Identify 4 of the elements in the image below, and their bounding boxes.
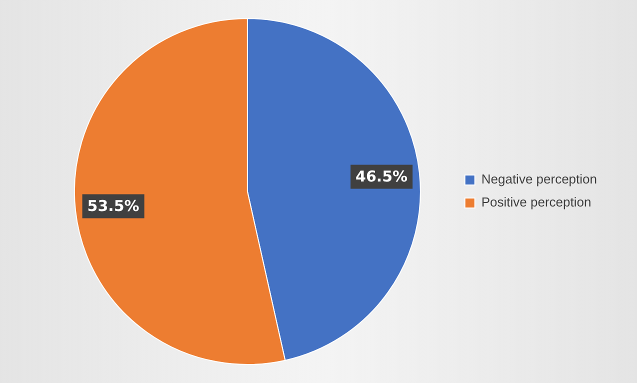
data-label: 53.5%	[87, 197, 140, 216]
legend-label: Negative perception	[481, 172, 598, 187]
legend-label: Positive perception	[481, 194, 592, 210]
data-label: 46.5%	[356, 168, 408, 186]
